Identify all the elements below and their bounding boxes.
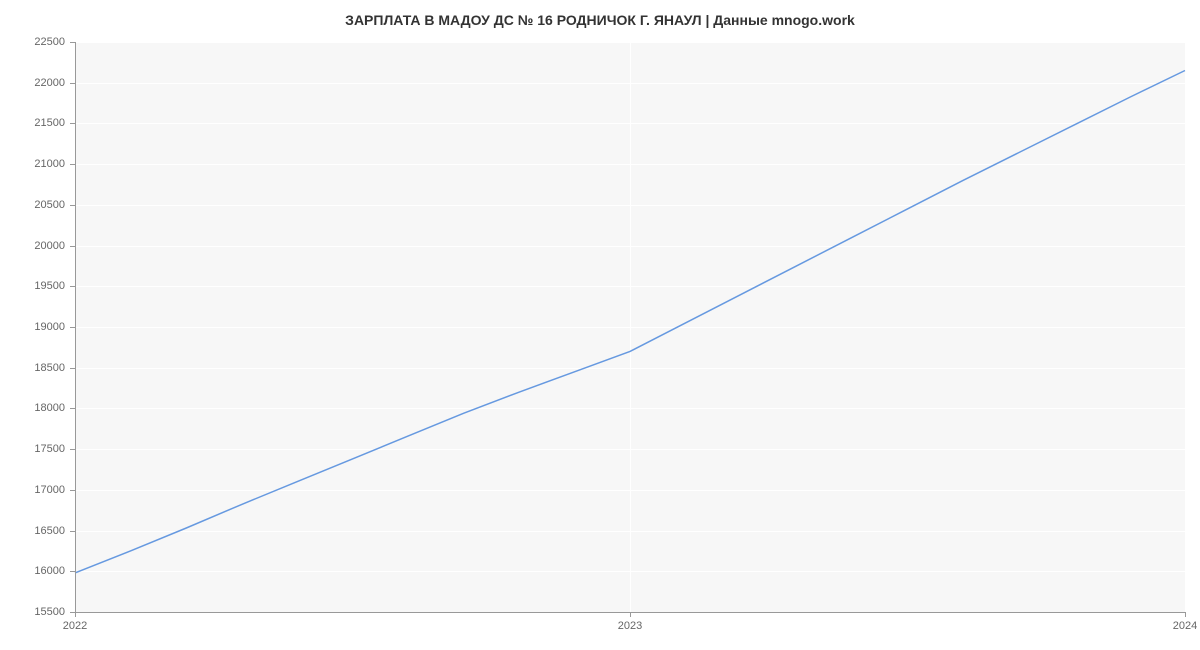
y-axis-label: 15500 — [0, 606, 65, 618]
y-axis-label: 18000 — [0, 402, 65, 414]
x-tick — [1185, 612, 1186, 617]
y-axis-label: 16500 — [0, 525, 65, 537]
y-axis-label: 17500 — [0, 443, 65, 455]
x-axis-label: 2023 — [618, 620, 642, 632]
gridline-vertical — [1185, 42, 1186, 612]
x-axis-label: 2024 — [1173, 620, 1197, 632]
y-axis-label: 19500 — [0, 280, 65, 292]
y-axis-label: 22000 — [0, 77, 65, 89]
y-axis-line — [75, 42, 76, 612]
plot-area — [75, 42, 1185, 612]
x-axis-label: 2022 — [63, 620, 87, 632]
y-axis-label: 17000 — [0, 484, 65, 496]
chart-container: ЗАРПЛАТА В МАДОУ ДС № 16 РОДНИЧОК Г. ЯНА… — [0, 0, 1200, 650]
y-axis-label: 21500 — [0, 117, 65, 129]
y-axis-label: 20000 — [0, 240, 65, 252]
chart-title: ЗАРПЛАТА В МАДОУ ДС № 16 РОДНИЧОК Г. ЯНА… — [0, 0, 1200, 36]
y-axis-label: 22500 — [0, 36, 65, 48]
y-axis-label: 18500 — [0, 362, 65, 374]
y-axis-label: 21000 — [0, 158, 65, 170]
x-axis-line — [75, 612, 1185, 613]
y-axis-label: 20500 — [0, 199, 65, 211]
y-axis-label: 19000 — [0, 321, 65, 333]
line-series-svg — [75, 42, 1185, 612]
series-line-salary — [75, 71, 1185, 573]
y-axis-label: 16000 — [0, 565, 65, 577]
